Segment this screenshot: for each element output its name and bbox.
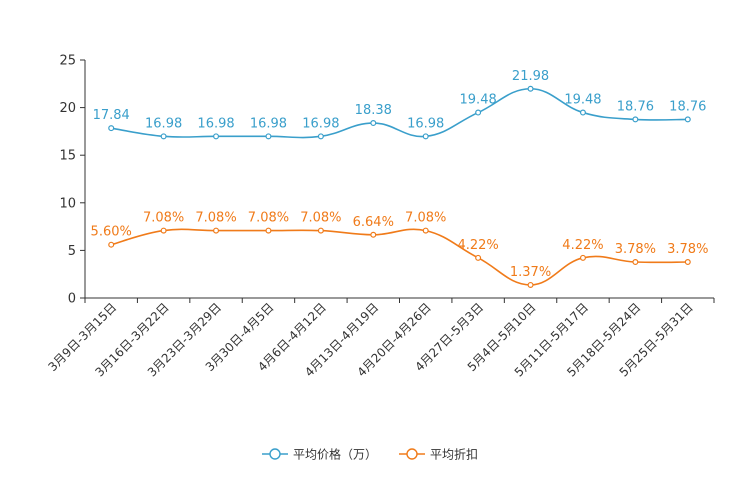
data-label: 7.08%: [405, 211, 446, 226]
data-point[interactable]: [160, 133, 167, 140]
data-label: 16.98: [407, 116, 444, 131]
data-point[interactable]: [213, 227, 220, 234]
y-tick-label: 20: [59, 101, 76, 116]
data-point[interactable]: [422, 133, 429, 140]
legend: 平均价格（万） 平均折扣: [262, 447, 478, 462]
data-label: 1.37%: [510, 265, 551, 280]
data-label: 3.78%: [667, 242, 708, 257]
data-label: 16.98: [250, 116, 287, 131]
data-label: 5.60%: [91, 225, 132, 240]
data-point[interactable]: [579, 109, 586, 116]
data-labels: 17.84 16.98 16.98 16.98 16.98 18.38 16.98 19.48…: [91, 69, 709, 280]
data-label: 7.08%: [195, 211, 236, 226]
legend-label: 平均折扣: [430, 447, 478, 462]
data-label: 17.84: [93, 108, 130, 123]
data-point[interactable]: [684, 259, 691, 266]
data-point[interactable]: [317, 133, 324, 140]
data-label: 7.08%: [143, 211, 184, 226]
legend-marker: [269, 448, 281, 460]
data-label: 16.98: [145, 116, 182, 131]
data-label: 19.48: [460, 93, 497, 108]
y-tick-label: 25: [59, 54, 76, 69]
data-point[interactable]: [108, 125, 115, 132]
data-label: 7.08%: [300, 211, 341, 226]
data-point[interactable]: [527, 281, 534, 288]
data-label: 18.76: [617, 99, 654, 114]
data-point[interactable]: [527, 85, 534, 92]
data-label: 6.64%: [353, 215, 394, 230]
data-label: 21.98: [512, 69, 549, 84]
y-tick-label: 10: [59, 196, 76, 211]
y-tick-label: 0: [68, 292, 76, 307]
data-label: 16.98: [302, 116, 339, 131]
data-point[interactable]: [422, 227, 429, 234]
legend-label: 平均价格（万）: [293, 447, 377, 462]
data-point[interactable]: [265, 227, 272, 234]
data-label: 16.98: [197, 116, 234, 131]
data-point[interactable]: [475, 109, 482, 116]
series-line-avg-price: [111, 87, 688, 139]
y-tick-label: 5: [68, 244, 76, 259]
legend-marker: [406, 448, 418, 460]
data-label: 18.38: [355, 103, 392, 118]
y-tick-label: 15: [59, 149, 76, 164]
data-point[interactable]: [579, 254, 586, 261]
data-point[interactable]: [160, 227, 167, 234]
data-point[interactable]: [684, 116, 691, 123]
series-line-avg-discount: [111, 228, 688, 286]
data-label: 18.76: [669, 99, 706, 114]
data-point[interactable]: [475, 254, 482, 261]
legend-item-avg-price[interactable]: 平均价格（万）: [262, 447, 377, 462]
series-layer: [108, 85, 691, 288]
data-point[interactable]: [632, 259, 639, 266]
data-point[interactable]: [370, 120, 377, 127]
data-label: 3.78%: [615, 242, 656, 257]
data-point[interactable]: [632, 116, 639, 123]
data-point[interactable]: [265, 133, 272, 140]
data-point[interactable]: [213, 133, 220, 140]
data-label: 19.48: [564, 93, 601, 108]
data-point[interactable]: [370, 231, 377, 238]
data-label: 7.08%: [248, 211, 289, 226]
data-label: 4.22%: [457, 238, 498, 253]
legend-item-avg-discount[interactable]: 平均折扣: [399, 447, 478, 462]
data-label: 4.22%: [562, 238, 603, 253]
data-point[interactable]: [317, 227, 324, 234]
data-point[interactable]: [108, 241, 115, 248]
